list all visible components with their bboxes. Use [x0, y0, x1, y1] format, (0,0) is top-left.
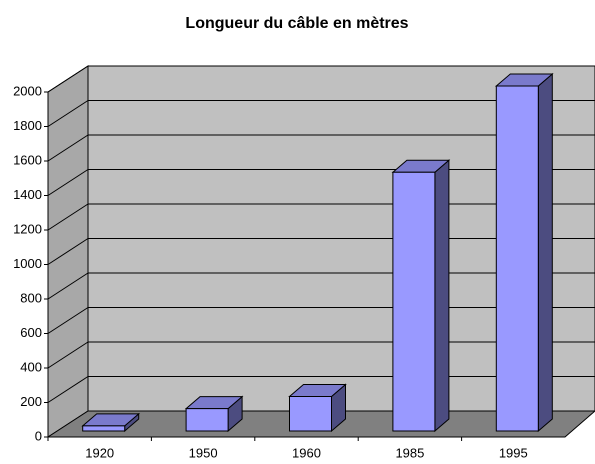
x-tick-label: 1950 [189, 445, 218, 460]
y-tick-label: 1200 [13, 221, 42, 236]
y-tick-label: 400 [20, 359, 42, 374]
y-tick-label: 200 [20, 394, 42, 409]
grid-line [47, 307, 89, 334]
grid-line [47, 65, 89, 93]
y-tick-label: 800 [20, 290, 42, 305]
chart-title: Longueur du câble en mètres [185, 15, 408, 32]
y-tick-label: 0 [35, 428, 42, 443]
bar-face [82, 425, 126, 432]
bar [494, 72, 554, 433]
bar [288, 383, 347, 433]
bar-face [537, 72, 553, 433]
grid-line [47, 238, 89, 265]
bar [184, 395, 244, 433]
bar [81, 412, 141, 433]
grid-line [47, 169, 89, 196]
y-tick-label: 1800 [13, 118, 42, 133]
grid-line [47, 376, 89, 403]
bar-face [185, 408, 229, 432]
bar-face [392, 171, 436, 432]
grid-line [47, 272, 89, 300]
y-tick-label: 1400 [13, 187, 42, 202]
bar-face [289, 396, 332, 432]
grid-line [47, 134, 89, 162]
x-tick-label: 1985 [395, 445, 424, 460]
y-tick-label: 600 [20, 325, 42, 340]
y-tick-label: 1000 [13, 256, 42, 271]
y-tick-label: 1600 [13, 152, 42, 167]
x-tick-label: 1995 [499, 445, 528, 460]
grid-line [47, 341, 89, 369]
grid-line [47, 100, 89, 127]
bar-face [434, 159, 450, 433]
bar-face [495, 85, 539, 432]
y-tick-label: 2000 [13, 83, 42, 98]
x-tick-label: 1960 [292, 445, 321, 460]
grid-line [47, 203, 89, 231]
bar [391, 159, 451, 433]
x-tick-label: 1920 [85, 445, 114, 460]
